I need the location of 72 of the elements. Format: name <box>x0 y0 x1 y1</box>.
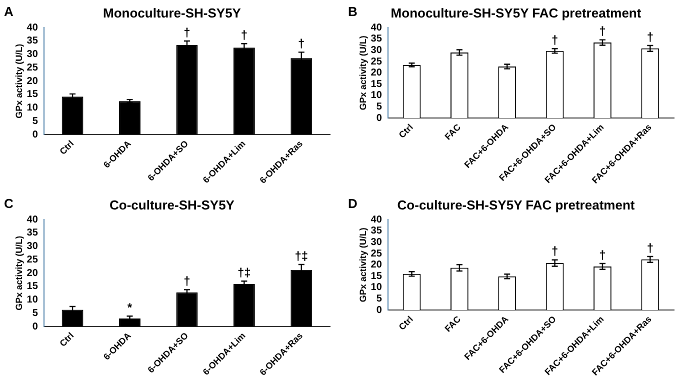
annotation: † <box>646 30 654 44</box>
chart-title: Co-culture-SH-SY5Y FAC pretreatment <box>397 197 636 212</box>
annotation: † <box>599 24 606 38</box>
x-tick-label: Ctrl <box>58 330 76 349</box>
bar <box>119 101 140 135</box>
text: D <box>348 196 358 212</box>
y-tick-label: 15 <box>26 281 38 292</box>
y-axis-title: GPx activity (U/L) <box>14 236 24 310</box>
annotation: † <box>551 244 558 258</box>
y-axis-title: GPx activity (U/L) <box>358 36 368 110</box>
y-tick-label: 40 <box>370 22 382 34</box>
y-tick-label: 5 <box>376 294 382 305</box>
y-tick-label: 10 <box>26 294 38 306</box>
chart-title: Monoculture-SH-SY5Y <box>103 5 242 20</box>
y-tick-label: 20 <box>26 76 38 87</box>
y-tick-label: 40 <box>370 214 382 226</box>
y-tick-label: 25 <box>26 254 38 266</box>
y-tick-label: 30 <box>26 49 38 60</box>
y-tick-label: 0 <box>376 112 382 124</box>
y-tick-label: 20 <box>26 268 38 279</box>
y-tick-label: 25 <box>26 62 38 74</box>
y-tick-label: 35 <box>370 226 382 237</box>
annotation: † <box>551 32 558 47</box>
y-tick-label: 10 <box>370 282 382 294</box>
y-tick-label: 30 <box>26 241 38 252</box>
y-tick-label: 5 <box>32 308 38 319</box>
y-tick-label: 15 <box>370 78 382 90</box>
y-tick-label: 35 <box>370 34 382 45</box>
y-tick-label: 5 <box>376 102 382 113</box>
y-tick-label: 40 <box>26 214 38 226</box>
annotation: † <box>646 240 654 255</box>
y-tick-label: 0 <box>376 304 382 316</box>
text: A <box>4 4 14 20</box>
x-tick-label: Ctrl <box>396 122 415 140</box>
y-tick-label: 35 <box>26 36 38 47</box>
chart-title: Monoculture-SH-SY5Y FAC pretreatment <box>390 5 642 20</box>
annotation: * <box>127 300 132 314</box>
y-tick-label: 15 <box>370 270 382 282</box>
annotation: † <box>184 274 190 288</box>
y-tick-label: 10 <box>370 90 382 102</box>
y-axis-title: GPx activity (U/L) <box>358 228 368 302</box>
y-tick-label: 5 <box>32 116 38 127</box>
text: B <box>348 4 358 20</box>
y-tick-label: 20 <box>370 260 382 271</box>
y-tick-label: 30 <box>370 44 382 56</box>
annotation: † <box>240 28 248 42</box>
annotation: † <box>298 36 305 51</box>
y-tick-label: 15 <box>26 89 38 100</box>
annotation: † <box>184 25 190 40</box>
y-tick-label: 25 <box>370 248 382 260</box>
y-tick-label: 30 <box>370 236 382 248</box>
bar <box>176 44 198 135</box>
bar <box>176 292 198 327</box>
chart-title: Co-culture-SH-SY5Y <box>110 197 235 212</box>
y-tick-label: 10 <box>26 102 38 114</box>
bar <box>119 318 140 327</box>
bar <box>62 96 84 135</box>
y-tick-label: 0 <box>32 321 38 332</box>
bar <box>233 284 255 327</box>
annotation: †‡ <box>237 265 251 280</box>
x-tick-label: Ctrl <box>58 138 76 157</box>
annotation: †‡ <box>294 248 308 263</box>
y-tick-label: 20 <box>370 68 382 79</box>
y-tick-label: 0 <box>32 129 38 140</box>
bar <box>62 310 84 327</box>
y-tick-label: 35 <box>26 228 38 239</box>
x-tick-label: Ctrl <box>396 314 415 332</box>
y-tick-label: 40 <box>26 22 38 34</box>
y-axis-title: GPx activity (U/L) <box>14 44 24 118</box>
y-tick-label: 25 <box>370 56 382 68</box>
text: C <box>4 196 14 212</box>
annotation: † <box>599 248 606 262</box>
